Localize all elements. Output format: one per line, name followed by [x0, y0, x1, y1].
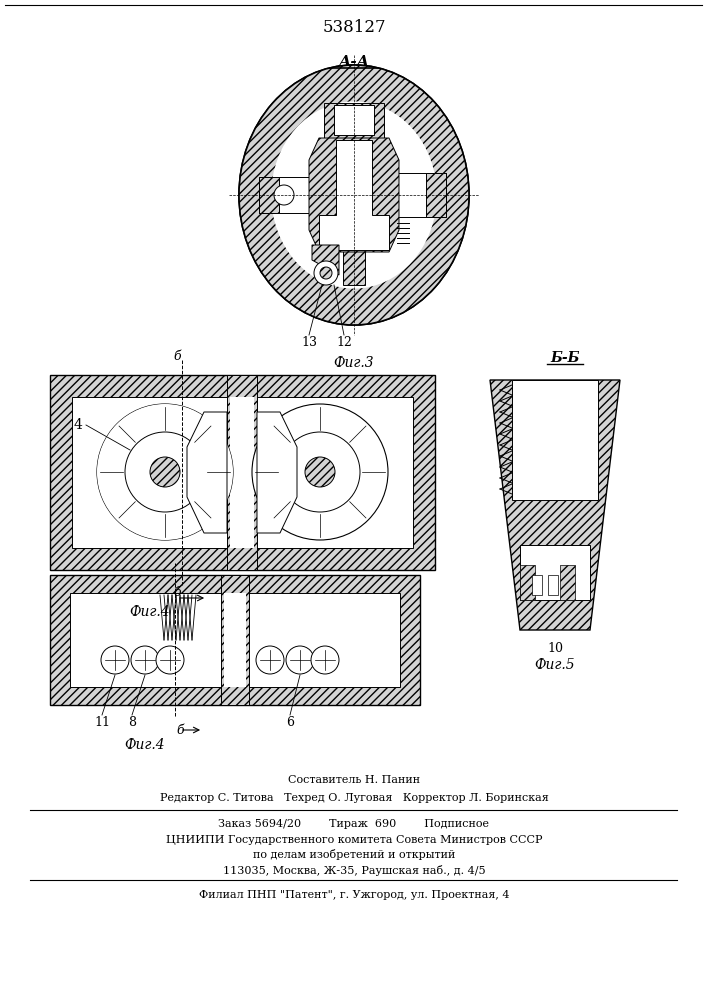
Text: по делам изобретений и открытий: по делам изобретений и открытий [253, 850, 455, 860]
Text: Редактор С. Титова   Техред О. Луговая   Корректор Л. Боринская: Редактор С. Титова Техред О. Луговая Кор… [160, 793, 549, 803]
Text: 6: 6 [286, 716, 294, 730]
Text: Б-Б: Б-Б [550, 351, 580, 365]
Bar [426, 173, 446, 217]
Text: 13: 13 [301, 336, 317, 350]
Text: Составитель Н. Панин: Составитель Н. Панин [288, 775, 420, 785]
Circle shape [305, 457, 335, 487]
Circle shape [280, 432, 360, 512]
Circle shape [252, 404, 388, 540]
Bar [520, 545, 590, 600]
Text: б: б [173, 351, 181, 363]
Bar [532, 575, 542, 595]
Text: б: б [176, 724, 184, 736]
Bar [334, 105, 374, 135]
Text: Филиал ПНП "Патент", г. Ужгород, ул. Проектная, 4: Филиал ПНП "Патент", г. Ужгород, ул. Про… [199, 890, 509, 900]
Circle shape [311, 646, 339, 674]
Circle shape [125, 432, 205, 512]
Bar [548, 575, 558, 595]
Bar [343, 105, 365, 285]
Bar [50, 575, 420, 705]
Circle shape [97, 404, 233, 540]
Bar [230, 397, 254, 548]
Text: 4: 4 [74, 418, 83, 432]
Bar [224, 593, 246, 687]
Bar [520, 565, 535, 600]
Polygon shape [490, 380, 620, 630]
Text: 10: 10 [547, 642, 563, 654]
Circle shape [97, 404, 233, 540]
Circle shape [314, 261, 338, 285]
Bar [560, 565, 575, 600]
Text: 12: 12 [336, 336, 352, 350]
Text: 11: 11 [94, 716, 110, 730]
Circle shape [150, 457, 180, 487]
Bar [221, 575, 249, 705]
Bar [512, 380, 598, 500]
Text: Фиг.5: Фиг.5 [534, 658, 575, 672]
Circle shape [320, 267, 332, 279]
Ellipse shape [271, 101, 437, 289]
Polygon shape [187, 412, 227, 533]
Circle shape [101, 646, 129, 674]
Bar [396, 173, 446, 217]
Circle shape [156, 646, 184, 674]
Bar [50, 375, 435, 570]
Bar [259, 177, 314, 213]
Circle shape [131, 646, 159, 674]
Bar [70, 593, 400, 687]
Polygon shape [312, 245, 339, 275]
Text: б: б [173, 585, 181, 598]
Text: Фиг.4: Фиг.4 [129, 605, 170, 619]
Text: 113035, Москва, Ж-35, Раушская наб., д. 4/5: 113035, Москва, Ж-35, Раушская наб., д. … [223, 864, 485, 876]
Ellipse shape [239, 65, 469, 325]
Circle shape [286, 646, 314, 674]
Polygon shape [319, 140, 389, 250]
Polygon shape [309, 138, 399, 252]
Text: 538127: 538127 [322, 19, 386, 36]
Text: Фиг.3: Фиг.3 [334, 356, 374, 370]
Bar [227, 375, 257, 570]
Bar [324, 103, 384, 138]
Text: 8: 8 [128, 716, 136, 730]
Text: Фиг.4: Фиг.4 [124, 738, 165, 752]
Text: ЦНИИПИ Государственного комитета Совета Министров СССР: ЦНИИПИ Государственного комитета Совета … [165, 835, 542, 845]
Bar [72, 397, 413, 548]
Bar [259, 177, 279, 213]
Ellipse shape [239, 65, 469, 325]
Text: Заказ 5694/20        Тираж  690        Подписное: Заказ 5694/20 Тираж 690 Подписное [218, 819, 489, 829]
Text: А-А: А-А [339, 55, 370, 69]
Circle shape [274, 185, 294, 205]
Circle shape [256, 646, 284, 674]
Polygon shape [257, 412, 297, 533]
